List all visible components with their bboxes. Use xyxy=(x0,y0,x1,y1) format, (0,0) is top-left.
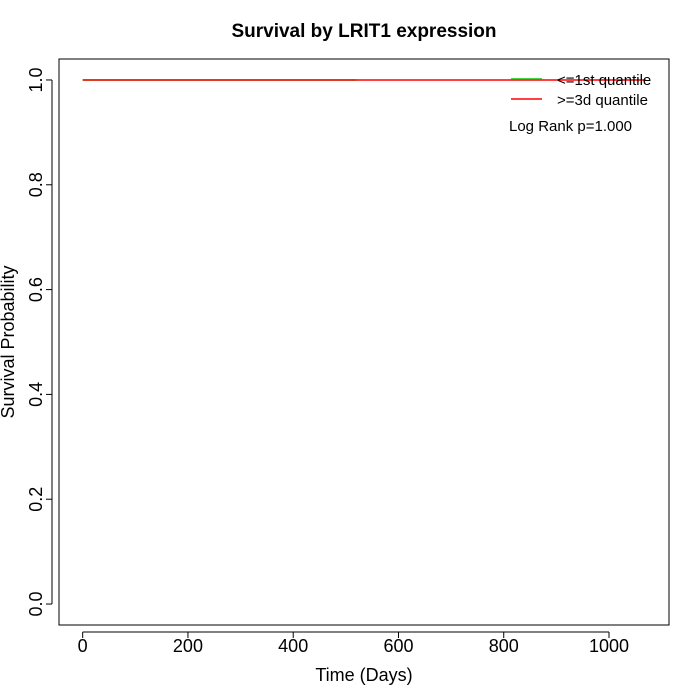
x-tick-label: 400 xyxy=(278,636,308,656)
y-tick-label: 0.6 xyxy=(26,277,46,302)
y-axis-title: Survival Probability xyxy=(0,265,18,418)
legend-label-series-1: <=1st quantile xyxy=(557,72,651,89)
x-axis: 0 200 400 600 800 1000 xyxy=(78,631,629,656)
x-tick-label: 1000 xyxy=(589,636,629,656)
y-axis: 0.0 0.2 0.4 0.6 0.8 1.0 xyxy=(26,67,53,617)
y-tick-label: 0.0 xyxy=(26,592,46,617)
plot-frame xyxy=(58,58,670,626)
y-tick-label: 0.8 xyxy=(26,172,46,197)
log-rank-annotation: Log Rank p=1.000 xyxy=(509,118,632,135)
legend-label-series-2: >=3d quantile xyxy=(557,92,648,109)
y-tick-label: 0.2 xyxy=(26,487,46,512)
y-tick-label: 1.0 xyxy=(26,67,46,92)
x-axis-title: Time (Days) xyxy=(315,665,412,685)
y-tick-label: 0.4 xyxy=(26,382,46,407)
x-tick-label: 800 xyxy=(489,636,519,656)
legend: <=1st quantile >=3d quantile xyxy=(511,72,651,109)
x-tick-label: 200 xyxy=(173,636,203,656)
x-tick-label: 600 xyxy=(383,636,413,656)
chart-title: Survival by LRIT1 expression xyxy=(231,21,496,42)
x-tick-label: 0 xyxy=(78,636,88,656)
